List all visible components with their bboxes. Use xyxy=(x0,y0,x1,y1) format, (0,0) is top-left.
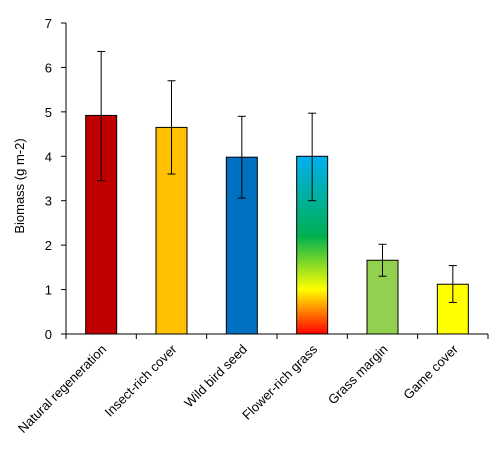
x-tick-label: Game cover xyxy=(400,341,461,402)
x-tick-label: Natural regeneration xyxy=(15,342,109,436)
y-tick-label: 4 xyxy=(45,149,52,164)
y-tick-label: 2 xyxy=(45,238,52,253)
error-bar xyxy=(167,80,176,175)
y-tick-label: 6 xyxy=(45,60,52,75)
error-bars xyxy=(97,50,457,303)
y-tick-label: 3 xyxy=(45,194,52,209)
y-tick-label: 7 xyxy=(45,16,52,31)
error-bar xyxy=(308,112,317,202)
bars xyxy=(85,114,469,335)
y-tick-label: 0 xyxy=(45,327,52,342)
y-tick-label: 1 xyxy=(45,283,52,298)
x-tick-label: Insect-rich cover xyxy=(102,341,181,420)
y-axis: 0 1 2 3 4 5 6 7 xyxy=(45,16,67,342)
error-bar xyxy=(237,115,246,199)
y-axis-title: Biomass (g m-2) xyxy=(12,138,27,233)
y-tick-label: 5 xyxy=(45,105,52,120)
error-bar xyxy=(97,50,106,182)
error-bar xyxy=(378,243,387,277)
error-bar xyxy=(448,265,457,303)
x-tick-label: Grass margin xyxy=(325,342,391,408)
x-tick-label: Flower-rich grass xyxy=(239,341,320,422)
x-tick-label: Wild bird seed xyxy=(181,342,250,411)
